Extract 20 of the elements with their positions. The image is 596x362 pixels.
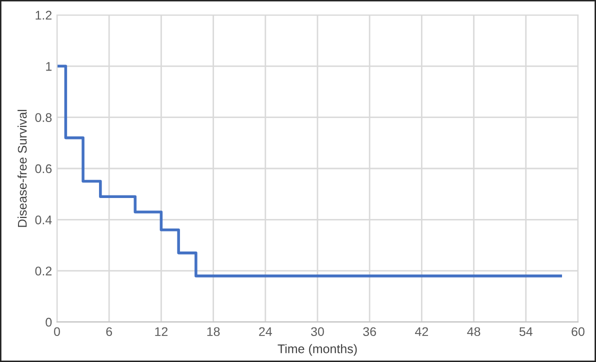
x-tick-label: 54 — [519, 327, 532, 336]
y-tick-label: 1 — [46, 62, 52, 71]
y-tick-label: 0 — [46, 318, 52, 327]
x-tick-label: 6 — [106, 327, 112, 336]
x-axis-title: Time (months) — [278, 344, 357, 356]
x-tick-label: 18 — [207, 327, 220, 336]
x-tick-label: 24 — [259, 327, 272, 336]
x-tick-label: 42 — [415, 327, 428, 336]
x-tick-label: 48 — [467, 327, 480, 336]
x-tick-label: 30 — [311, 327, 324, 336]
x-tick-label: 60 — [572, 327, 584, 336]
y-tick-label: 1.2 — [36, 10, 52, 20]
y-tick-label: 0.6 — [35, 164, 52, 174]
x-tick-label: 12 — [155, 327, 168, 336]
y-tick-label: 0.2 — [35, 266, 52, 276]
y-tick-label: 0.8 — [35, 113, 52, 122]
x-tick-label: 36 — [363, 327, 376, 336]
x-tick-label: 0 — [54, 327, 60, 336]
y-tick-label: 0.4 — [35, 215, 52, 224]
y-axis-title: Disease-free Survival — [18, 110, 27, 227]
